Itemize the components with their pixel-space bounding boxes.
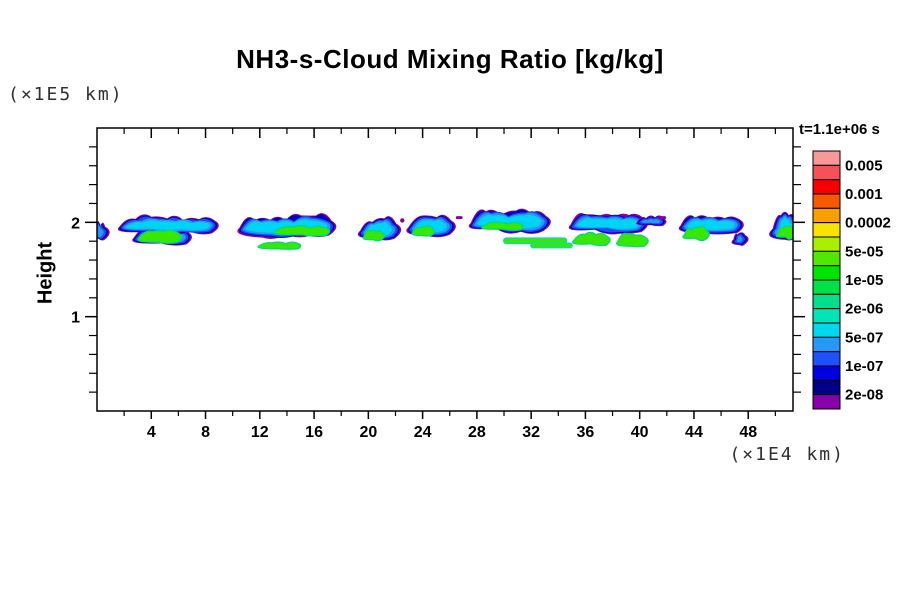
legend-label: 2e-06	[845, 301, 883, 318]
legend-swatch	[812, 222, 841, 238]
cloud-blob-layer	[126, 220, 210, 230]
cloud-blob-layer	[641, 219, 661, 224]
x-tick-label: 16	[305, 424, 323, 441]
legend-swatch	[812, 351, 841, 367]
cloud-green-patch	[481, 221, 525, 231]
time-stamp-label: t=1.1e+06 s	[799, 121, 880, 138]
cloud-green-patch	[682, 225, 710, 242]
y-tick-label: 1	[71, 310, 80, 327]
legend-swatch	[812, 308, 841, 324]
cloud-blob-layer	[736, 235, 743, 243]
legend-label: 0.0002	[845, 215, 891, 232]
cloud-green-patch	[362, 229, 386, 242]
cloud-green-patch	[616, 232, 649, 248]
x-tick-label: 44	[685, 424, 703, 441]
legend-label: 5e-07	[845, 329, 883, 346]
legend-label: 0.005	[845, 157, 883, 174]
x-tick-label: 40	[631, 424, 649, 441]
x-tick-label: 32	[522, 424, 540, 441]
legend-swatch	[812, 379, 841, 396]
cloud-dash	[658, 216, 667, 220]
cloud-green-patch	[775, 225, 793, 240]
x-axis-unit-label: (×1E4 km)	[729, 444, 845, 465]
cloud-green-patch	[411, 225, 435, 237]
x-tick-label: 4	[147, 424, 156, 441]
cloud-field	[97, 208, 793, 250]
legend-label: 2e-08	[845, 387, 883, 404]
legend-swatch	[812, 365, 841, 381]
x-tick-label: 24	[414, 424, 432, 441]
chart-title: NH3-s-Cloud Mixing Ratio [kg/kg]	[236, 44, 664, 74]
y-tick-label: 2	[71, 215, 80, 232]
legend-swatch	[812, 236, 841, 252]
legend-swatch	[812, 293, 841, 310]
legend-label: 1e-05	[845, 272, 883, 289]
color-legend: 0.005 0.001 0.0002 5e-05 1e-05 2e-06 5e-07 1e-0…	[812, 150, 891, 410]
x-tick-label: 48	[739, 424, 757, 441]
legend-swatch	[812, 179, 841, 195]
legend-swatch	[812, 207, 841, 224]
legend-swatch	[812, 250, 841, 267]
cloud-dash	[455, 216, 463, 220]
cloud-green-patch	[137, 229, 182, 244]
legend-swatch	[812, 193, 841, 209]
cloud-speck	[400, 218, 405, 223]
cloud-streak	[504, 238, 567, 244]
legend-swatch	[812, 394, 841, 410]
y-axis-unit-label: (×1E5 km)	[8, 84, 124, 105]
legend-label: 1e-07	[845, 358, 883, 375]
legend-swatch	[812, 279, 841, 295]
plot-frame	[96, 127, 794, 412]
legend-swatch	[812, 336, 841, 353]
legend-swatch	[812, 164, 841, 181]
cloud-streak	[531, 243, 572, 248]
x-tick-label: 36	[577, 424, 595, 441]
legend-swatch	[812, 150, 841, 166]
cloud-blob-layer	[576, 218, 639, 229]
cloud-green-patch	[273, 225, 331, 237]
x-tick-label: 8	[201, 424, 210, 441]
x-tick-label: 12	[251, 424, 269, 441]
legend-label: 5e-05	[845, 243, 883, 260]
cloud-blob-layer	[97, 224, 104, 238]
x-tick-label: 28	[468, 424, 486, 441]
legend-swatch	[812, 265, 841, 281]
legend-swatch	[812, 322, 841, 338]
cloud-green-patch	[572, 231, 611, 247]
x-tick-label: 20	[359, 424, 377, 441]
legend-label: 0.001	[845, 186, 883, 203]
cloud-green-patch	[257, 241, 302, 250]
